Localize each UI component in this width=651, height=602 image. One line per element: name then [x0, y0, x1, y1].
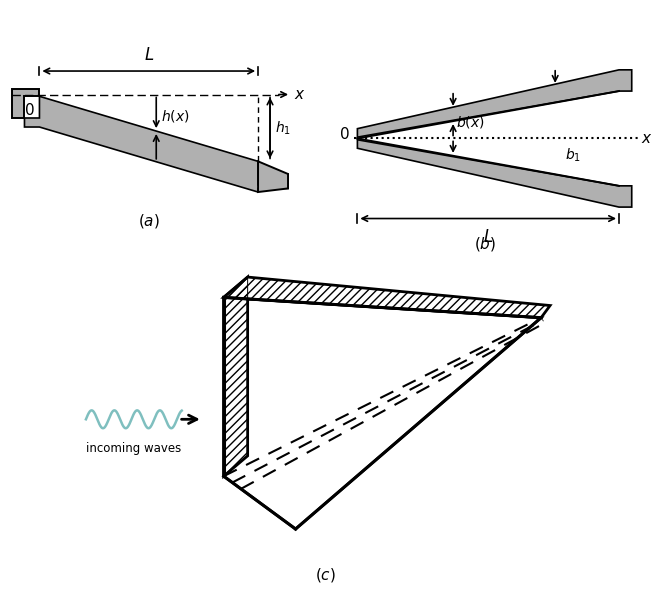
Text: incoming waves: incoming waves: [86, 442, 182, 455]
Text: $(a)$: $(a)$: [138, 212, 159, 230]
Text: $x$: $x$: [294, 87, 305, 102]
Text: $0$: $0$: [339, 126, 350, 141]
Text: $x$: $x$: [641, 131, 651, 146]
Text: $L$: $L$: [483, 228, 493, 246]
Text: $h_1$: $h_1$: [275, 119, 290, 137]
Text: $b(x)$: $b(x)$: [456, 114, 485, 130]
Polygon shape: [25, 96, 288, 192]
Polygon shape: [12, 89, 40, 118]
Polygon shape: [224, 297, 541, 529]
Text: $(b)$: $(b)$: [474, 235, 496, 253]
Polygon shape: [357, 70, 631, 137]
Text: $h(x)$: $h(x)$: [161, 108, 189, 125]
Polygon shape: [258, 161, 288, 192]
Text: $L$: $L$: [144, 46, 154, 64]
Polygon shape: [224, 277, 550, 318]
Text: $0$: $0$: [23, 102, 35, 118]
Text: $b_1$: $b_1$: [565, 146, 581, 164]
Polygon shape: [224, 277, 247, 476]
Text: $(c)$: $(c)$: [315, 566, 336, 584]
Polygon shape: [357, 140, 631, 207]
